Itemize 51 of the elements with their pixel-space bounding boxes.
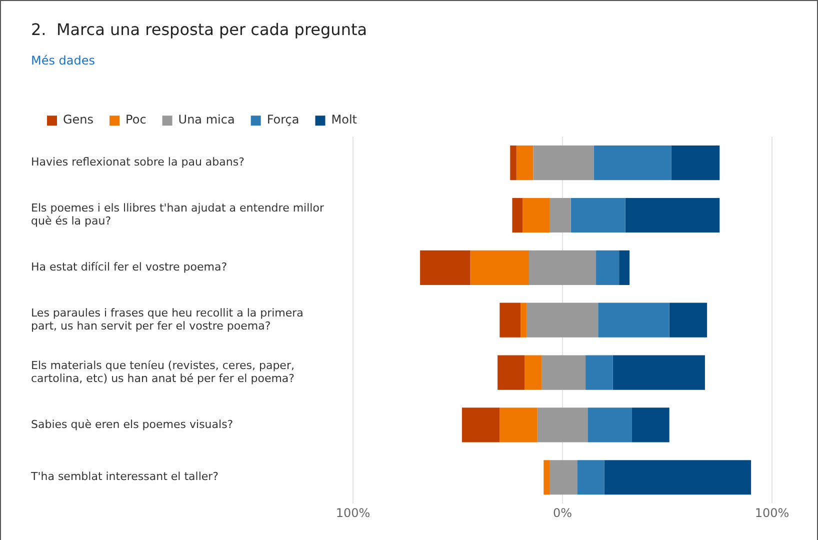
bar — [619, 250, 630, 285]
bar — [500, 302, 521, 338]
legend-label: Molt — [331, 112, 358, 127]
bar — [586, 355, 613, 390]
bar — [550, 198, 571, 233]
x-tick-label: 0% — [552, 506, 572, 520]
y-tick-label: Ha estat difícil fer el vostre poema? — [31, 260, 228, 274]
bar — [500, 408, 538, 442]
x-tick-label: 100% — [336, 506, 370, 520]
bar — [420, 250, 470, 285]
bar — [604, 460, 752, 495]
bar — [671, 146, 720, 180]
legend-label: Gens — [63, 112, 94, 127]
bar — [669, 302, 708, 338]
text: Més dades — [31, 54, 96, 68]
bar — [522, 198, 550, 233]
text: 2. Marca una resposta per cada pregunta — [31, 20, 368, 39]
bar — [533, 146, 594, 180]
bar — [470, 250, 529, 285]
bar — [594, 146, 672, 180]
y-tick-label: Havies reflexionat sobre la pau abans? — [31, 156, 245, 169]
bar — [528, 250, 596, 285]
bar — [612, 355, 705, 390]
bar — [516, 146, 534, 180]
bar — [542, 355, 586, 390]
bar — [544, 460, 550, 495]
legend-label: Poc — [126, 112, 146, 127]
y-tick-label: Els materials que teníeu (revistes, ceres, paper, cartolina, etc) us han anat bé per fer el poema? — [31, 358, 295, 385]
bar — [632, 408, 670, 442]
bar — [625, 198, 720, 233]
bar — [577, 460, 604, 495]
bar — [512, 198, 523, 233]
bar — [598, 302, 670, 338]
bar — [588, 408, 632, 442]
y-tick-label: Sabies què eren els poemes visuals? — [31, 418, 234, 431]
y-tick-label: Els poemes i els llibres t'han ajudat a entendre millor què és la pau? — [31, 202, 324, 228]
bar — [510, 146, 516, 180]
bar — [596, 250, 620, 285]
bar — [570, 198, 626, 233]
bar — [524, 355, 542, 390]
bar — [537, 408, 588, 442]
legend-label: Una mica — [178, 112, 235, 127]
y-tick-label: T'ha semblat interessant el taller? — [30, 470, 219, 484]
bar — [550, 460, 578, 495]
bar — [526, 302, 598, 338]
y-tick-label: Les paraules i frases que heu recollit a la primera part, us han servit per fer el vostre poema? — [31, 306, 304, 333]
bar — [462, 408, 500, 442]
legend-label: Força — [266, 112, 300, 127]
bar — [498, 355, 525, 390]
bar — [520, 302, 527, 338]
x-tick-label: 100% — [754, 506, 790, 520]
